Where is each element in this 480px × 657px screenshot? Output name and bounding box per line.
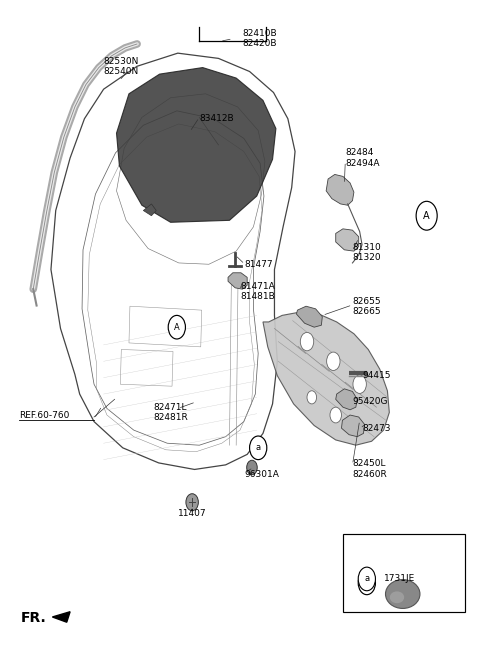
- Polygon shape: [263, 312, 389, 445]
- Text: 81310
81320: 81310 81320: [352, 242, 381, 262]
- Circle shape: [300, 332, 314, 351]
- Polygon shape: [228, 273, 247, 289]
- Circle shape: [307, 391, 317, 404]
- Text: 82471L
82481R: 82471L 82481R: [154, 403, 189, 422]
- Text: 96301A: 96301A: [245, 470, 280, 478]
- Polygon shape: [341, 415, 364, 437]
- Text: a: a: [364, 578, 370, 587]
- Polygon shape: [297, 306, 323, 327]
- Circle shape: [416, 201, 437, 230]
- Text: a: a: [364, 574, 370, 583]
- Text: 82450L
82460R: 82450L 82460R: [352, 459, 387, 478]
- Text: REF.60-760: REF.60-760: [19, 411, 69, 420]
- Text: 94415: 94415: [362, 371, 391, 380]
- Circle shape: [358, 571, 375, 595]
- Text: 82484
82494A: 82484 82494A: [345, 148, 380, 168]
- Text: 95420G: 95420G: [352, 397, 388, 407]
- Text: A: A: [174, 323, 180, 332]
- Text: 83412B: 83412B: [199, 114, 234, 124]
- Text: 82410B
82420B: 82410B 82420B: [242, 29, 277, 49]
- Text: FR.: FR.: [21, 611, 47, 625]
- Ellipse shape: [385, 579, 420, 608]
- Text: a: a: [256, 443, 261, 452]
- FancyBboxPatch shape: [343, 534, 465, 612]
- Polygon shape: [326, 174, 354, 205]
- Circle shape: [247, 461, 257, 475]
- Ellipse shape: [390, 591, 404, 603]
- Circle shape: [353, 375, 366, 394]
- Text: 82655
82665: 82655 82665: [352, 296, 381, 316]
- Text: 81477: 81477: [245, 260, 274, 269]
- Circle shape: [168, 315, 185, 339]
- Polygon shape: [117, 68, 276, 222]
- Text: 82473: 82473: [362, 424, 391, 433]
- Circle shape: [330, 407, 341, 423]
- Text: A: A: [423, 211, 430, 221]
- Polygon shape: [52, 612, 70, 622]
- Text: 1731JE: 1731JE: [384, 574, 415, 583]
- Circle shape: [358, 567, 375, 591]
- Text: 11407: 11407: [178, 509, 206, 518]
- Circle shape: [250, 436, 267, 460]
- Circle shape: [326, 352, 340, 371]
- Text: 82530N
82540N: 82530N 82540N: [104, 57, 139, 76]
- Circle shape: [186, 493, 198, 510]
- Text: 81471A
81481B: 81471A 81481B: [240, 282, 275, 302]
- Polygon shape: [336, 389, 357, 410]
- Polygon shape: [336, 229, 359, 251]
- Polygon shape: [144, 204, 156, 215]
